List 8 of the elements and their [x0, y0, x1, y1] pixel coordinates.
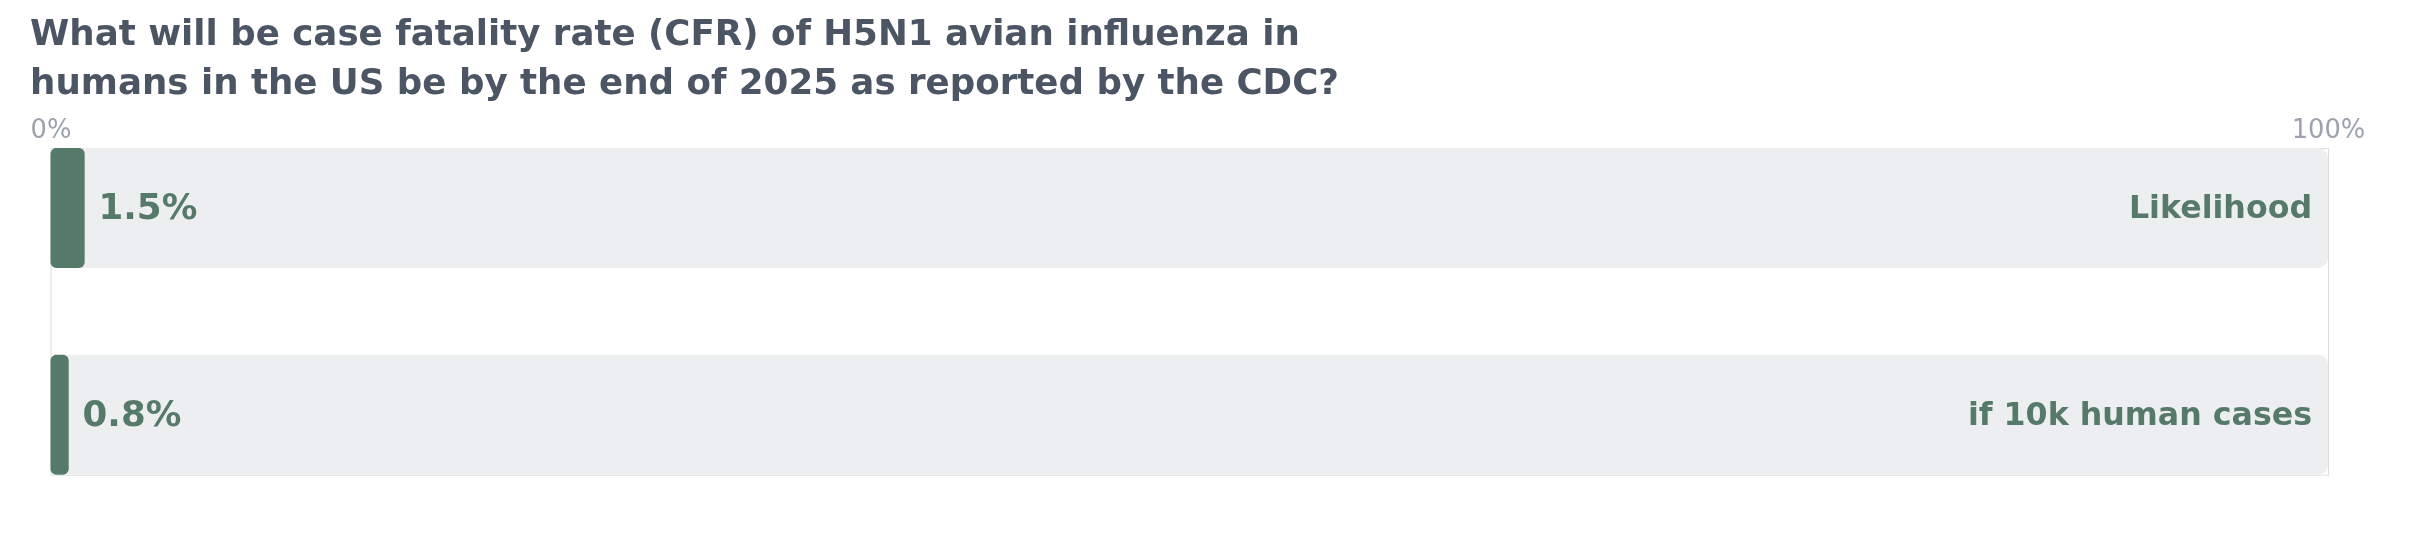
text: 0.8% — [82, 392, 182, 434]
x-tick-label: 0% — [30, 113, 72, 144]
x-tick-label: 100% — [2291, 113, 2366, 144]
text: 1.5% — [98, 185, 198, 227]
text: What will be case fatality rate (CFR) of H5N1 avian influenza in — [30, 11, 1300, 53]
y-tick-label: Likelihood — [2128, 188, 2313, 225]
text: humans in the US be by the end of 2025 as reported by the CDC? — [30, 61, 1339, 103]
y-tick-label: if 10k human cases — [1967, 395, 2313, 432]
